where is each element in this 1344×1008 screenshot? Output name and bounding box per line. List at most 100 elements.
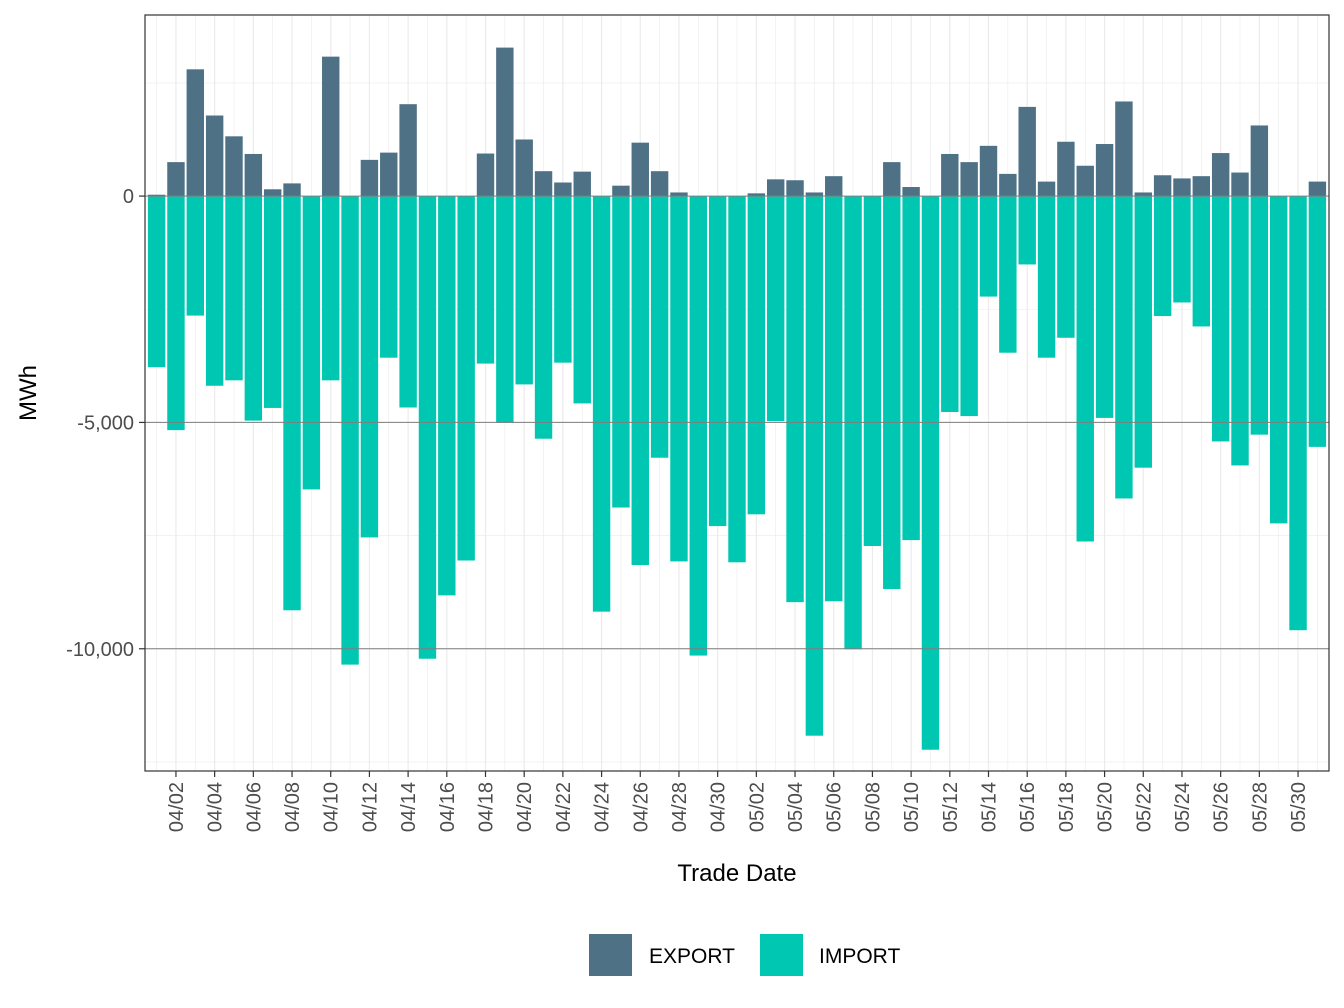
bar-import-05-26 — [1211, 196, 1230, 442]
y-tick-label: 0 — [123, 186, 134, 208]
x-tick-label: 05/18 — [1056, 782, 1078, 832]
bar-import-04-13 — [380, 196, 398, 358]
bar-import-04-08 — [283, 196, 301, 611]
bar-export-05-02 — [747, 193, 766, 197]
x-tick-label: 04/14 — [398, 782, 420, 832]
bar-import-04-05 — [225, 196, 243, 381]
bar-import-04-19 — [496, 196, 514, 423]
bar-import-04-30 — [708, 196, 727, 527]
x-axis-title: Trade Date — [677, 860, 796, 887]
x-tick-label: 04/18 — [475, 782, 497, 832]
bar-export-05-28 — [1250, 125, 1269, 197]
x-tick-label: 04/26 — [630, 782, 652, 832]
x-tick-label: 04/24 — [592, 782, 614, 832]
bar-import-04-29 — [689, 196, 708, 656]
bar-export-05-12 — [941, 153, 959, 197]
x-tick-label: 04/28 — [669, 782, 691, 832]
bar-import-05-02 — [747, 196, 766, 515]
bar-export-04-01 — [147, 194, 166, 197]
bar-export-04-20 — [515, 139, 533, 197]
y-axis: 0 -5,000 -10,000 — [66, 186, 145, 661]
bar-export-05-21 — [1115, 101, 1133, 197]
legend-label-import: IMPORT — [819, 945, 900, 968]
y-tick-label: -5,000 — [77, 412, 134, 434]
bar-export-05-04 — [786, 180, 804, 197]
bar-import-04-03 — [186, 196, 205, 316]
x-tick-label: 05/02 — [746, 782, 768, 832]
bar-import-05-21 — [1115, 196, 1133, 499]
x-tick-label: 04/12 — [359, 782, 381, 832]
bar-export-04-10 — [322, 56, 340, 197]
y-tick-label: -10,000 — [66, 639, 134, 661]
bar-export-05-03 — [766, 179, 785, 197]
bar-import-05-24 — [1173, 196, 1191, 303]
bar-import-05-20 — [1095, 196, 1114, 418]
bar-export-04-22 — [554, 182, 572, 197]
bar-import-05-27 — [1231, 196, 1249, 466]
x-tick-label: 04/20 — [514, 782, 536, 832]
bar-export-05-31 — [1308, 181, 1327, 197]
bar-import-05-25 — [1192, 196, 1211, 327]
bar-import-05-30 — [1289, 196, 1307, 631]
bar-import-04-27 — [650, 196, 669, 458]
x-tick-label: 04/04 — [205, 782, 227, 832]
bar-export-04-13 — [380, 152, 398, 197]
bar-import-04-10 — [322, 196, 340, 381]
bar-import-04-22 — [554, 196, 572, 363]
bar-export-04-18 — [476, 153, 495, 197]
bar-import-05-14 — [979, 196, 998, 297]
bar-export-04-02 — [167, 162, 185, 197]
x-tick-label: 05/10 — [901, 782, 923, 832]
bar-import-04-25 — [612, 196, 630, 508]
bar-export-05-26 — [1211, 153, 1230, 197]
bar-import-05-15 — [999, 196, 1017, 353]
x-tick-label: 05/22 — [1133, 782, 1155, 832]
bar-export-05-25 — [1192, 176, 1211, 197]
x-tick-label: 05/26 — [1211, 782, 1233, 832]
x-tick-label: 05/04 — [785, 782, 807, 832]
plot-panel-border — [144, 14, 1330, 772]
bar-import-04-21 — [534, 196, 553, 439]
bar-export-04-04 — [205, 115, 224, 197]
legend-swatch-export — [589, 934, 632, 976]
bar-import-05-11 — [921, 196, 940, 750]
bar-import-04-04 — [205, 196, 224, 386]
bar-export-05-14 — [979, 145, 998, 197]
bar-import-04-17 — [457, 196, 475, 561]
bar-export-04-06 — [244, 153, 263, 197]
bar-export-04-08 — [283, 183, 301, 197]
x-tick-label: 04/10 — [321, 782, 343, 832]
bar-import-04-23 — [573, 196, 591, 404]
bar-import-04-16 — [438, 196, 456, 596]
x-tick-label: 05/08 — [862, 782, 884, 832]
x-tick-label: 05/28 — [1249, 782, 1271, 832]
bar-import-05-08 — [863, 196, 882, 547]
legend-label-export: EXPORT — [649, 945, 735, 968]
bar-import-05-22 — [1134, 196, 1152, 468]
bar-export-04-05 — [225, 136, 243, 197]
bar-import-04-01 — [147, 196, 166, 368]
x-tick-label: 04/30 — [708, 782, 730, 832]
bar-import-04-07 — [263, 196, 282, 408]
bar-export-04-07 — [263, 189, 282, 197]
bar-export-05-05 — [805, 192, 824, 197]
bar-export-04-26 — [631, 142, 649, 197]
bar-import-05-01 — [728, 196, 746, 563]
bar-export-05-20 — [1095, 144, 1114, 197]
bar-import-04-15 — [418, 196, 437, 659]
bar-import-04-24 — [592, 196, 611, 612]
bar-import-05-19 — [1076, 196, 1094, 542]
bar-export-05-09 — [883, 162, 901, 197]
bar-export-04-23 — [573, 171, 591, 197]
bar-export-04-12 — [360, 159, 379, 197]
x-tick-label: 04/06 — [243, 782, 265, 832]
x-tick-label: 04/16 — [437, 782, 459, 832]
bar-import-05-31 — [1308, 196, 1327, 447]
bar-import-05-06 — [825, 196, 843, 602]
bar-import-05-23 — [1153, 196, 1172, 317]
bar-import-05-04 — [786, 196, 804, 603]
bar-export-05-16 — [1018, 106, 1036, 197]
bar-import-05-09 — [883, 196, 901, 590]
y-axis-title: MWh — [15, 365, 42, 421]
